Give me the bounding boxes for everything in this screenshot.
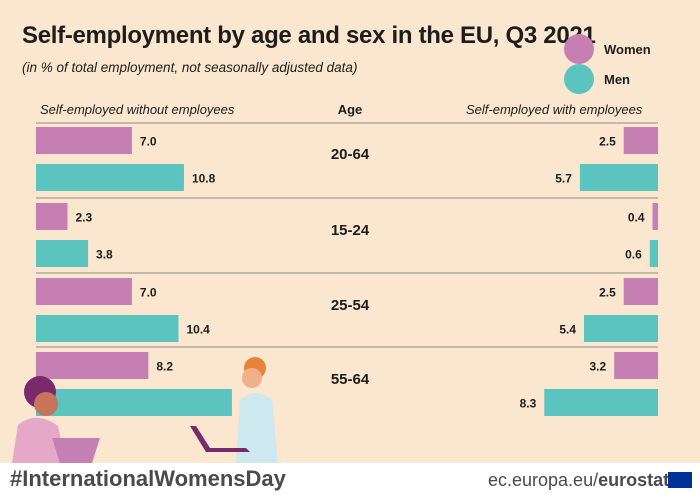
left-column-header: Self-employed without employees	[40, 102, 235, 117]
age-group-label: 25-54	[331, 297, 370, 314]
site-link[interactable]: ec.europa.eu/eurostat	[488, 470, 669, 491]
data-label: 2.5	[599, 135, 616, 149]
bar-without-employees-women	[36, 278, 132, 305]
bar-without-employees-women	[36, 203, 68, 230]
man-with-laptop-illustration	[190, 357, 278, 463]
bar-with-employees-women	[623, 278, 658, 305]
data-label: 2.5	[599, 286, 616, 300]
footer-bar	[0, 463, 700, 495]
bar-with-employees-women	[614, 352, 658, 379]
site-prefix: ec.europa.eu/	[488, 470, 599, 490]
chart-subtitle: (in % of total employment, not seasonall…	[22, 60, 358, 75]
bar-without-employees-men	[36, 315, 179, 342]
data-label: 7.0	[140, 135, 157, 149]
data-label: 5.4	[559, 323, 576, 337]
bar-with-employees-men	[649, 240, 658, 267]
data-label: 2.3	[76, 211, 93, 225]
data-label: 10.4	[186, 323, 210, 337]
bar-with-employees-men	[579, 164, 658, 191]
data-label: 3.8	[96, 248, 113, 262]
bar-without-employees-women	[36, 127, 132, 154]
bar-with-employees-women	[623, 127, 658, 154]
data-label: 3.2	[589, 360, 606, 374]
right-column-header: Self-employed with employees	[466, 102, 643, 117]
data-label: 8.3	[520, 397, 537, 411]
data-label: 7.0	[140, 286, 157, 300]
age-column-header: Age	[337, 102, 363, 117]
bar-with-employees-men	[544, 389, 658, 416]
legend-women-label: Women	[604, 42, 651, 57]
bar-with-employees-women	[652, 203, 658, 230]
site-brand: eurostat	[598, 470, 670, 490]
woman-with-laptop-illustration	[12, 376, 100, 463]
eu-flag-icon	[668, 472, 692, 488]
age-group-label: 55-64	[331, 371, 370, 388]
age-group-label: 15-24	[331, 222, 370, 239]
legend-men-swatch	[564, 64, 594, 94]
bar-without-employees-women	[36, 352, 149, 379]
data-label: 0.4	[628, 211, 645, 225]
legend-women-swatch	[564, 34, 594, 64]
data-label: 5.7	[555, 172, 572, 186]
data-label: 10.8	[192, 172, 216, 186]
chart-title: Self-employment by age and sex in the EU…	[22, 22, 596, 49]
hashtag: #InternationalWomensDay	[10, 466, 286, 491]
data-label: 8.2	[156, 360, 173, 374]
bar-without-employees-men	[36, 240, 89, 267]
bar-without-employees-men	[36, 389, 232, 416]
age-group-label: 20-64	[331, 146, 370, 163]
bar-without-employees-men	[36, 164, 184, 191]
legend-men-label: Men	[604, 72, 630, 87]
data-label: 0.6	[625, 248, 642, 262]
bar-with-employees-men	[584, 315, 658, 342]
